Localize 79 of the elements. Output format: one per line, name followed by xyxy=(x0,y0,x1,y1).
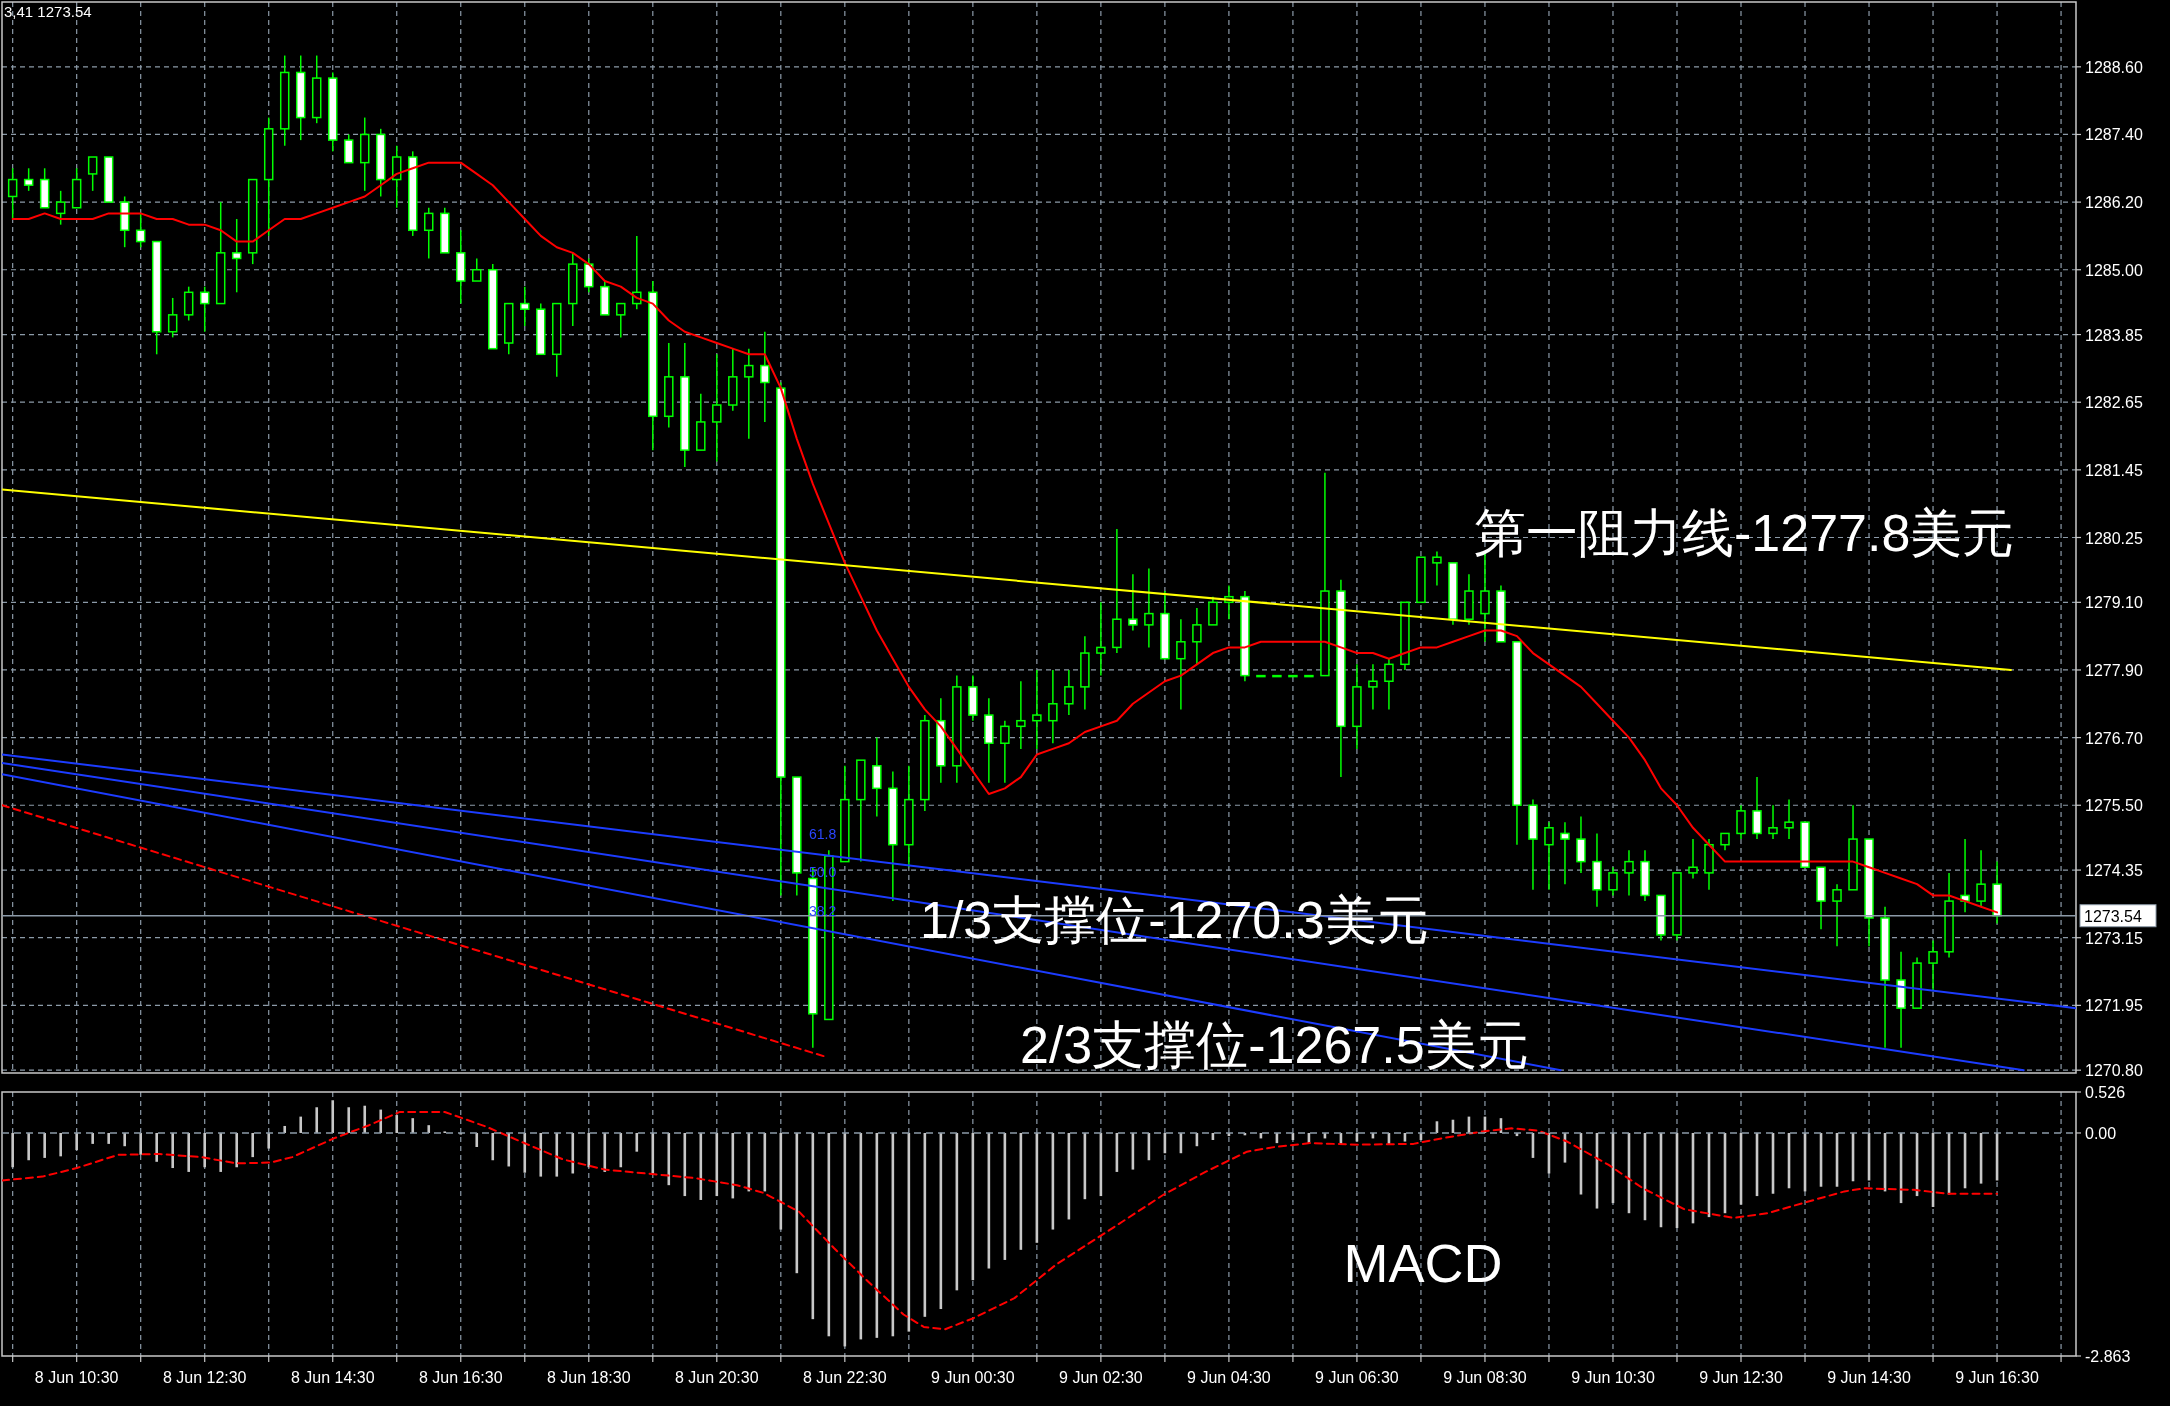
y-tick-label: 0.526 xyxy=(2085,1084,2126,1101)
y-tick-label: 1281.45 xyxy=(2085,461,2143,479)
x-tick-label: 9 Jun 10:30 xyxy=(1571,1369,1655,1386)
bar xyxy=(203,1132,207,1168)
bar xyxy=(683,1132,687,1197)
bar xyxy=(619,1132,623,1168)
bar xyxy=(171,1132,174,1169)
bar xyxy=(235,1132,239,1168)
y-tick-label: 1277.90 xyxy=(2085,661,2143,679)
bar xyxy=(395,1115,399,1133)
x-tick-label: 9 Jun 02:30 xyxy=(1059,1369,1143,1386)
y-tick-label: 1282.65 xyxy=(2085,394,2143,412)
bar xyxy=(283,1125,287,1133)
bar xyxy=(555,1132,559,1177)
y-tick-label: -2.863 xyxy=(2085,1348,2131,1365)
y-tick-label: 1280.25 xyxy=(2085,529,2143,547)
x-tick-label: 9 Jun 06:30 xyxy=(1315,1369,1399,1386)
bar xyxy=(59,1132,62,1157)
x-tick-label: 8 Jun 16:30 xyxy=(418,1369,503,1386)
y-tick-label: 1271.95 xyxy=(2085,997,2143,1015)
bar xyxy=(475,1132,479,1147)
bar xyxy=(523,1132,527,1173)
bar xyxy=(27,1132,30,1161)
bar xyxy=(507,1132,511,1167)
bar xyxy=(635,1132,639,1152)
bar xyxy=(651,1132,655,1174)
y-tick-label: 1275.50 xyxy=(2085,797,2143,815)
bar xyxy=(139,1132,142,1155)
bar xyxy=(43,1132,46,1158)
bar xyxy=(11,1132,14,1168)
x-tick-label: 9 Jun 00:30 xyxy=(931,1369,1015,1386)
y-tick-label: 1276.70 xyxy=(2085,729,2143,747)
bar xyxy=(427,1125,431,1133)
x-tick-label: 9 Jun 14:30 xyxy=(1827,1369,1911,1386)
bar xyxy=(539,1132,543,1177)
bar xyxy=(107,1132,110,1144)
y-tick-label: 1270.80 xyxy=(2085,1062,2143,1080)
bar xyxy=(347,1107,351,1133)
bar xyxy=(331,1100,335,1133)
y-tick-label: 1285.00 xyxy=(2085,261,2143,279)
y-tick-label: 1274.35 xyxy=(2085,862,2143,880)
x-tick-label: 9 Jun 16:30 xyxy=(1955,1369,2039,1386)
annotation: MACD xyxy=(1343,1233,1503,1293)
x-tick-label: 8 Jun 18:30 xyxy=(546,1369,631,1386)
x-tick-label: 9 Jun 04:30 xyxy=(1187,1369,1271,1386)
bar xyxy=(299,1116,303,1133)
x-tick-label: 9 Jun 08:30 xyxy=(1443,1369,1527,1386)
y-tick-label: 0.00 xyxy=(2085,1124,2117,1142)
y-tick-label: 1288.60 xyxy=(2085,58,2143,76)
annotation: 第一阻力线-1277.8美元 xyxy=(1474,504,2015,562)
bar xyxy=(155,1132,158,1162)
bar xyxy=(219,1132,223,1172)
x-tick-label: 8 Jun 22:30 xyxy=(803,1369,887,1386)
x-tick-label: 8 Jun 14:30 xyxy=(290,1369,375,1386)
bar xyxy=(75,1132,78,1151)
bar xyxy=(187,1132,190,1172)
x-tick-label: 9 Jun 12:30 xyxy=(1699,1369,1783,1386)
x-tick-label: 8 Jun 10:30 xyxy=(34,1369,119,1386)
bar xyxy=(267,1132,271,1149)
annotation: 3,41 1273.54 xyxy=(4,3,92,20)
x-tick-label: 8 Jun 12:30 xyxy=(162,1369,247,1386)
bar xyxy=(491,1132,495,1161)
bar xyxy=(667,1132,671,1186)
ref-line-label: 1273.54 xyxy=(2084,907,2142,925)
bar xyxy=(571,1132,575,1174)
annotation: 61.8 xyxy=(809,826,837,842)
bar xyxy=(315,1107,319,1133)
x-tick-label: 8 Jun 20:30 xyxy=(674,1369,759,1386)
bar xyxy=(251,1132,255,1158)
y-tick-label: 1283.85 xyxy=(2085,326,2143,344)
y-tick-label: 1287.40 xyxy=(2085,126,2143,144)
y-tick-label: 1286.20 xyxy=(2085,194,2143,212)
bar xyxy=(411,1118,415,1133)
y-tick-label: 1279.10 xyxy=(2085,594,2143,612)
bar xyxy=(587,1132,591,1168)
bar xyxy=(123,1132,126,1147)
bar xyxy=(603,1132,607,1172)
bar xyxy=(91,1132,94,1144)
y-tick-label: 1273.15 xyxy=(2085,929,2143,947)
